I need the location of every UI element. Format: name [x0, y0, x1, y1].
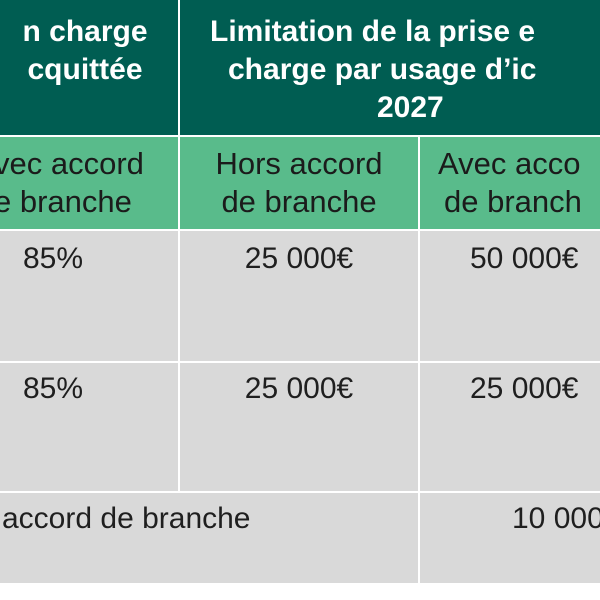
- subheader-line: e branche: [0, 184, 132, 219]
- amount-hors-accord: 25 000€: [244, 372, 354, 405]
- header-cell-limitation: Limitation de la prise e charge par usag…: [180, 0, 600, 135]
- header-line: charge par usage d’ic: [228, 53, 537, 86]
- footer-label: accord de branche: [2, 502, 251, 535]
- percentage-value: 85%: [23, 372, 84, 405]
- table-row: 85%: [0, 231, 178, 361]
- subheader-cell-hors-accord: Hors accord de branche: [180, 137, 418, 229]
- amount-hors-accord: 25 000€: [244, 242, 354, 275]
- subheader-line: vec accord: [0, 146, 144, 181]
- header-line: Limitation de la prise e: [210, 15, 536, 48]
- subheader-line: Avec acco: [438, 146, 581, 181]
- table-row: 25 000€: [180, 363, 418, 491]
- amount-avec-accord: 25 000€: [470, 372, 579, 405]
- table-row-accord-de-branche: 10 000: [420, 493, 600, 583]
- subheader-line: de branche: [221, 184, 377, 219]
- subheader-line: Hors accord: [215, 146, 383, 181]
- subheader-line: de branch: [444, 184, 582, 219]
- amount-avec-accord: 50 000€: [470, 242, 579, 275]
- table-row: 25 000€: [420, 363, 600, 491]
- header-line: cquittée: [27, 53, 143, 86]
- header-cell-charge-acquittee: n charge cquittée: [0, 0, 178, 135]
- table-row: 85%: [0, 363, 178, 491]
- table-row-accord-de-branche: accord de branche: [0, 493, 418, 583]
- table-row: 50 000€: [420, 231, 600, 361]
- percentage-value: 85%: [23, 242, 84, 275]
- footer-value: 10 000: [512, 502, 600, 535]
- header-line: 2027: [377, 91, 444, 124]
- table-row: 25 000€: [180, 231, 418, 361]
- subheader-cell-avec-accord-2: Avec acco de branch: [420, 137, 600, 229]
- subheader-cell-avec-accord: vec accord e branche: [0, 137, 178, 229]
- header-line: n charge: [22, 15, 148, 48]
